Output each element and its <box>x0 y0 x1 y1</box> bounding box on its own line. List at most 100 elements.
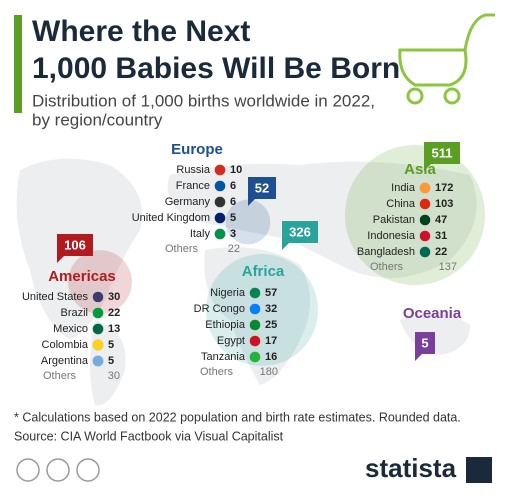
region-bubble <box>206 254 318 366</box>
country-name: India <box>391 182 416 194</box>
country-value: 5 <box>230 212 236 224</box>
region-bubble <box>68 250 132 314</box>
flag-icon <box>214 180 226 192</box>
country-value: 47 <box>435 214 447 226</box>
title: Where the Next <box>32 15 250 48</box>
badge-tail <box>282 243 289 250</box>
others-label: Others <box>370 261 404 273</box>
flag-icon <box>419 214 431 226</box>
country-value: 22 <box>108 307 120 319</box>
country-name: China <box>386 198 416 210</box>
country-name: Italy <box>190 228 211 240</box>
region-bubble <box>225 199 271 245</box>
flag-icon <box>249 335 261 347</box>
country-value: 5 <box>108 339 114 351</box>
brand-icon <box>466 457 492 483</box>
others-label: Others <box>200 366 234 378</box>
region-name: Europe <box>171 141 223 158</box>
flag-icon <box>419 230 431 242</box>
total-value: 5 <box>421 335 428 350</box>
flag-icon <box>92 291 104 303</box>
flag-icon <box>92 355 104 367</box>
total-badge <box>415 332 435 354</box>
country-name: United Kingdom <box>132 212 210 224</box>
total-badge <box>248 177 276 199</box>
flag-icon <box>249 287 261 299</box>
stroller-icon <box>398 13 495 105</box>
country-value: 25 <box>265 319 277 331</box>
badge-tail <box>424 164 431 171</box>
others-value: 180 <box>260 366 278 378</box>
country-value: 32 <box>265 303 277 315</box>
flag-icon <box>92 339 104 351</box>
region-bubble <box>344 144 486 286</box>
accent-bar <box>14 15 22 113</box>
flag-icon <box>249 303 261 315</box>
country-name: Nigeria <box>210 287 246 299</box>
country-value: 13 <box>108 323 120 335</box>
badge-tail <box>57 256 64 263</box>
country-name: Germany <box>165 196 211 208</box>
region-name: Oceania <box>403 305 462 322</box>
flag-icon <box>214 212 226 224</box>
country-name: Indonesia <box>367 230 416 242</box>
country-value: 17 <box>265 335 277 347</box>
flag-icon <box>92 307 104 319</box>
country-name: Brazil <box>60 307 88 319</box>
total-badge <box>57 234 93 256</box>
flag-icon <box>214 196 226 208</box>
flag-icon <box>419 182 431 194</box>
country-value: 6 <box>230 180 236 192</box>
country-value: 5 <box>108 355 114 367</box>
country-value: 6 <box>230 196 236 208</box>
country-name: United States <box>22 291 89 303</box>
flag-icon <box>249 351 261 363</box>
others-label: Others <box>43 370 77 382</box>
country-name: Russia <box>176 164 211 176</box>
country-value: 30 <box>108 291 120 303</box>
country-name: Pakistan <box>373 214 415 226</box>
country-value: 57 <box>265 287 277 299</box>
license-icons <box>16 458 100 482</box>
flag-icon <box>92 323 104 335</box>
flag-icon <box>249 319 261 331</box>
title: 1,000 Babies Will Be Born <box>32 52 400 85</box>
country-value: 3 <box>230 228 236 240</box>
country-name: Mexico <box>53 323 88 335</box>
subtitle: Distribution of 1,000 births worldwide i… <box>32 91 375 110</box>
total-badge <box>282 221 318 243</box>
footnote: * Calculations based on 2022 population … <box>14 410 461 424</box>
total-value: 326 <box>289 224 311 239</box>
badge-tail <box>248 199 255 206</box>
country-name: Tanzania <box>201 351 246 363</box>
flag-icon <box>214 164 226 176</box>
country-value: 172 <box>435 182 453 194</box>
others-value: 22 <box>228 243 240 255</box>
country-name: Colombia <box>42 339 89 351</box>
total-badge <box>424 142 460 164</box>
regions: Europe 52 Russia 10 France 6 Germany 6 United Ki… <box>22 141 486 382</box>
country-name: France <box>176 180 210 192</box>
country-name: Bangladesh <box>357 246 415 258</box>
country-value: 10 <box>230 164 242 176</box>
country-value: 103 <box>435 198 453 210</box>
badge-tail <box>415 354 422 361</box>
country-value: 31 <box>435 230 447 242</box>
country-name: Ethiopia <box>205 319 246 331</box>
total-value: 52 <box>255 180 269 195</box>
country-name: Argentina <box>41 355 89 367</box>
others-value: 137 <box>439 261 457 273</box>
source: Source: CIA World Factbook via Visual Ca… <box>14 429 284 443</box>
others-label: Others <box>165 243 199 255</box>
flag-icon <box>419 198 431 210</box>
flag-icon <box>214 228 226 240</box>
region-name: Africa <box>242 263 285 280</box>
country-name: DR Congo <box>194 303 245 315</box>
country-value: 22 <box>435 246 447 258</box>
others-value: 30 <box>108 370 120 382</box>
flag-icon <box>419 246 431 258</box>
region-name: Americas <box>48 268 116 285</box>
country-value: 16 <box>265 351 277 363</box>
subtitle: by region/country <box>32 110 163 129</box>
